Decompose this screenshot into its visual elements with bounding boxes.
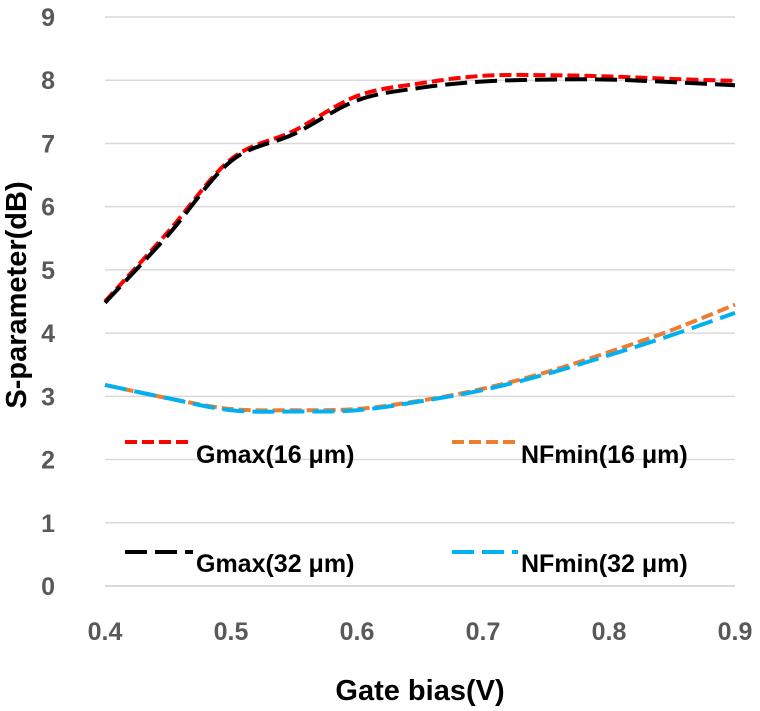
x-tick-label: 0.6 (340, 618, 375, 646)
y-tick-label: 4 (41, 320, 55, 348)
y-tick-label: 9 (41, 4, 55, 32)
gridlines (105, 16, 735, 524)
series-line-0 (103, 72, 736, 303)
y-tick-label: 8 (41, 67, 55, 95)
legend-entry-gmax-16: Gmax(16 μm) (125, 440, 354, 469)
y-tick-label: 3 (41, 383, 55, 411)
legend-entry-gmax-32: Gmax(32 μm) (125, 550, 354, 578)
legend-label-nfmin-32: NFmin(32 μm) (521, 550, 688, 578)
y-tick-label: 2 (41, 447, 55, 475)
series-lines (103, 72, 736, 414)
y-tick-label: 7 (41, 130, 55, 158)
y-tick-label: 5 (41, 257, 55, 285)
legend-label-gmax-32: Gmax(32 μm) (196, 550, 354, 578)
x-tick-label: 0.8 (592, 618, 627, 646)
x-tick-label: 0.7 (466, 618, 501, 646)
y-axis-title: S-parameter(dB) (1, 181, 33, 408)
y-tick-label: 0 (41, 573, 55, 601)
legend-entry-nfmin-32: NFmin(32 μm) (452, 550, 688, 578)
y-tick-label: 6 (41, 194, 55, 222)
x-tick-labels: 0.4 0.5 0.6 0.7 0.8 0.9 (88, 618, 753, 646)
series-line-2 (103, 77, 736, 305)
x-tick-label: 0.9 (718, 618, 753, 646)
legend-label-gmax-16: Gmax(16 μm) (196, 441, 354, 469)
legend-entry-nfmin-16: NFmin(16 μm) (452, 440, 688, 469)
y-tick-labels: 0 1 2 3 4 5 6 7 8 9 (41, 4, 55, 601)
x-axis-title: Gate bias(V) (335, 675, 504, 707)
series-line-3 (104, 310, 736, 414)
legend: Gmax(16 μm) NFmin(16 μm) Gmax(32 μm) NFm… (125, 440, 688, 578)
y-tick-label: 1 (41, 510, 55, 538)
x-tick-label: 0.4 (88, 618, 123, 646)
x-tick-label: 0.5 (214, 618, 249, 646)
legend-label-nfmin-16: NFmin(16 μm) (521, 441, 688, 469)
series-line-1 (104, 302, 736, 413)
